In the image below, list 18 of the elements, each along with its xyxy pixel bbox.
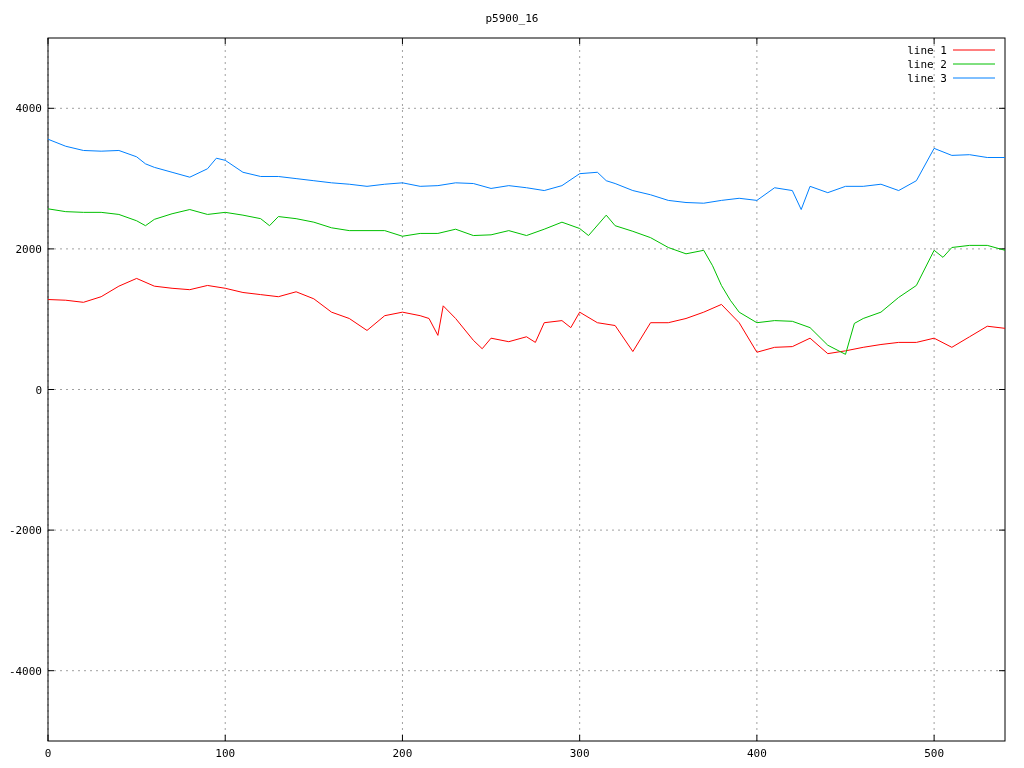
y-tick-label: 4000 [15, 102, 42, 116]
x-tick-label: 300 [569, 747, 590, 760]
legend-label: line 2 [907, 58, 947, 71]
legend-label: line 1 [907, 44, 947, 57]
line-series [47, 138, 1006, 211]
x-tick-label: 500 [924, 747, 945, 760]
chart-title: p5900_16 [485, 12, 539, 25]
y-tick-label: -2000 [8, 524, 42, 538]
x-tick-label: 400 [746, 747, 767, 760]
x-tick-label: 0 [44, 747, 52, 760]
legend-label: line 3 [907, 72, 947, 85]
y-tick-label: -4000 [8, 664, 42, 678]
line-series [47, 277, 1006, 355]
x-tick-label: 200 [392, 747, 413, 760]
x-tick-label: 100 [215, 747, 236, 760]
y-tick-label: 0 [35, 383, 42, 397]
line-series [47, 208, 1006, 355]
y-tick-label: 2000 [15, 242, 42, 256]
